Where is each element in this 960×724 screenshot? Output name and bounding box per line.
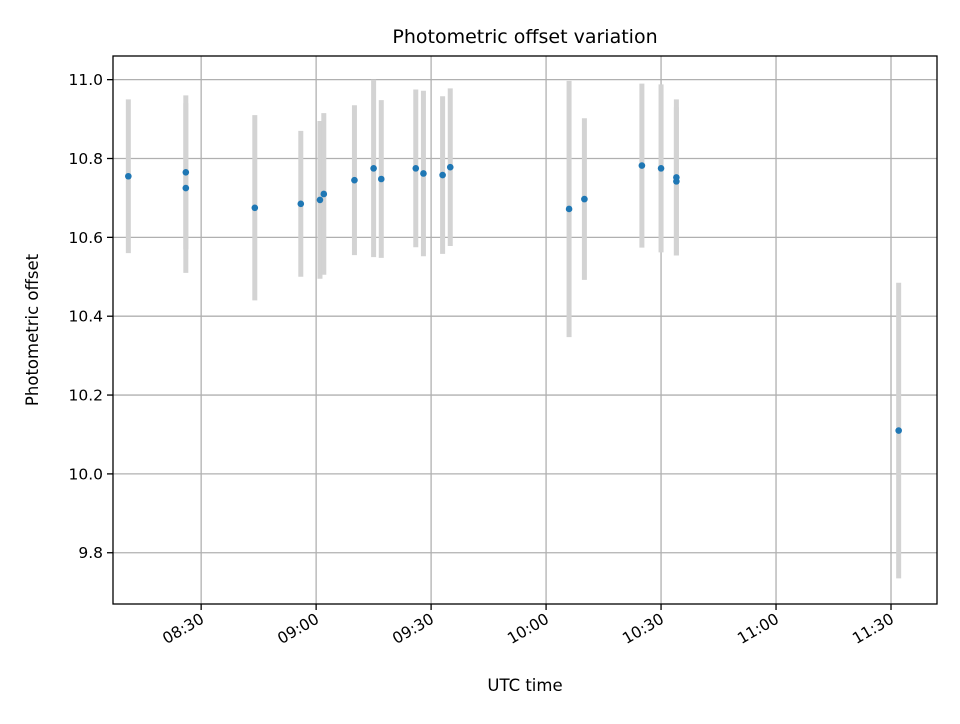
x-tick-label: 11:30 bbox=[849, 610, 897, 648]
y-tick-label: 11.0 bbox=[68, 71, 103, 89]
data-point bbox=[125, 172, 132, 180]
x-tick-label: 09:00 bbox=[274, 610, 322, 648]
y-tick-label: 10.0 bbox=[68, 465, 103, 483]
chart-title: Photometric offset variation bbox=[392, 26, 657, 48]
x-axis-label: UTC time bbox=[487, 676, 562, 695]
x-axis: 08:30 09:00 09:30 10:00 10:30 11:00 11:30 bbox=[159, 604, 897, 648]
y-axis: 9.8 10.0 10.2 10.4 10.6 10.8 11.0 bbox=[68, 71, 113, 562]
data-point bbox=[581, 195, 588, 203]
data-point bbox=[182, 184, 190, 192]
data-point bbox=[251, 204, 259, 212]
y-tick-label: 10.6 bbox=[68, 229, 103, 247]
data-point bbox=[638, 162, 646, 169]
data-point bbox=[446, 163, 454, 171]
data-point bbox=[370, 165, 377, 172]
data-point bbox=[657, 165, 665, 172]
x-tick-label: 11:00 bbox=[734, 610, 782, 648]
y-tick-label: 10.8 bbox=[68, 150, 103, 168]
x-tick-label: 08:30 bbox=[159, 610, 207, 648]
grid bbox=[113, 56, 937, 604]
data-point bbox=[297, 200, 305, 208]
data-point bbox=[439, 171, 446, 179]
data-point bbox=[565, 205, 573, 213]
y-tick-label: 9.8 bbox=[78, 544, 103, 562]
data-point bbox=[320, 190, 328, 198]
plot-frame bbox=[112, 55, 938, 605]
data-point bbox=[351, 176, 358, 184]
error-bars bbox=[125, 79, 902, 579]
data-point bbox=[895, 427, 902, 434]
data-point bbox=[182, 169, 190, 176]
y-tick-label: 10.2 bbox=[68, 387, 103, 405]
data-point bbox=[316, 196, 324, 204]
x-tick-label: 10:00 bbox=[504, 610, 552, 648]
y-axis-label: Photometric offset bbox=[23, 253, 42, 406]
x-tick-label: 10:30 bbox=[619, 610, 667, 648]
data-points bbox=[125, 162, 902, 434]
data-point bbox=[412, 165, 420, 172]
data-point bbox=[673, 174, 680, 181]
x-tick-label: 09:30 bbox=[389, 610, 437, 648]
data-point bbox=[420, 170, 427, 177]
data-point bbox=[377, 175, 385, 183]
y-tick-label: 10.4 bbox=[68, 308, 103, 326]
